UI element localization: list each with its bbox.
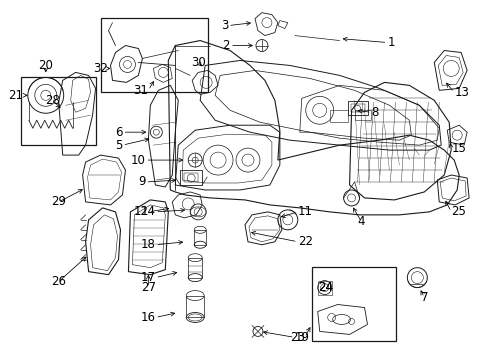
Text: 24: 24 [317, 281, 332, 294]
Text: 22: 22 [297, 235, 312, 248]
Text: 12: 12 [133, 205, 148, 219]
Bar [317, 280, 331, 294]
Text: 29: 29 [51, 195, 66, 208]
Bar [329, 110, 347, 122]
Text: 23: 23 [289, 331, 304, 344]
Bar [350, 104, 364, 112]
Text: 10: 10 [130, 154, 145, 167]
Bar [101, 18, 208, 92]
Bar [188, 258, 202, 278]
Text: 27: 27 [141, 281, 156, 294]
Text: 9: 9 [138, 175, 145, 189]
Text: 3: 3 [220, 19, 227, 32]
Text: 14: 14 [140, 205, 155, 219]
Bar [347, 101, 367, 115]
Text: 7: 7 [420, 291, 427, 304]
Bar [311, 267, 396, 341]
Text: 30: 30 [190, 56, 205, 69]
Text: 25: 25 [450, 205, 465, 219]
Text: 18: 18 [140, 238, 155, 251]
Bar [21, 77, 95, 145]
Text: 21: 21 [8, 89, 23, 102]
Text: 26: 26 [51, 275, 66, 288]
Bar [354, 110, 370, 120]
Bar [186, 296, 203, 318]
Bar [180, 170, 202, 185]
Text: 32: 32 [94, 62, 108, 75]
Text: 31: 31 [133, 84, 148, 97]
Text: 4: 4 [357, 215, 365, 228]
Text: 20: 20 [38, 59, 53, 72]
Text: 24: 24 [317, 281, 332, 294]
Text: 1: 1 [386, 36, 394, 49]
Text: 13: 13 [453, 86, 468, 99]
Text: 17: 17 [140, 271, 155, 284]
Text: 11: 11 [297, 205, 312, 219]
Text: 15: 15 [450, 141, 465, 155]
Text: 6: 6 [115, 126, 122, 139]
Text: 8: 8 [371, 106, 378, 119]
Text: 5: 5 [115, 139, 122, 152]
Text: 19: 19 [294, 331, 309, 344]
Text: 28: 28 [45, 94, 60, 107]
Bar [194, 230, 206, 245]
Text: 16: 16 [140, 311, 155, 324]
Bar [184, 173, 198, 182]
Text: 2: 2 [222, 39, 229, 52]
